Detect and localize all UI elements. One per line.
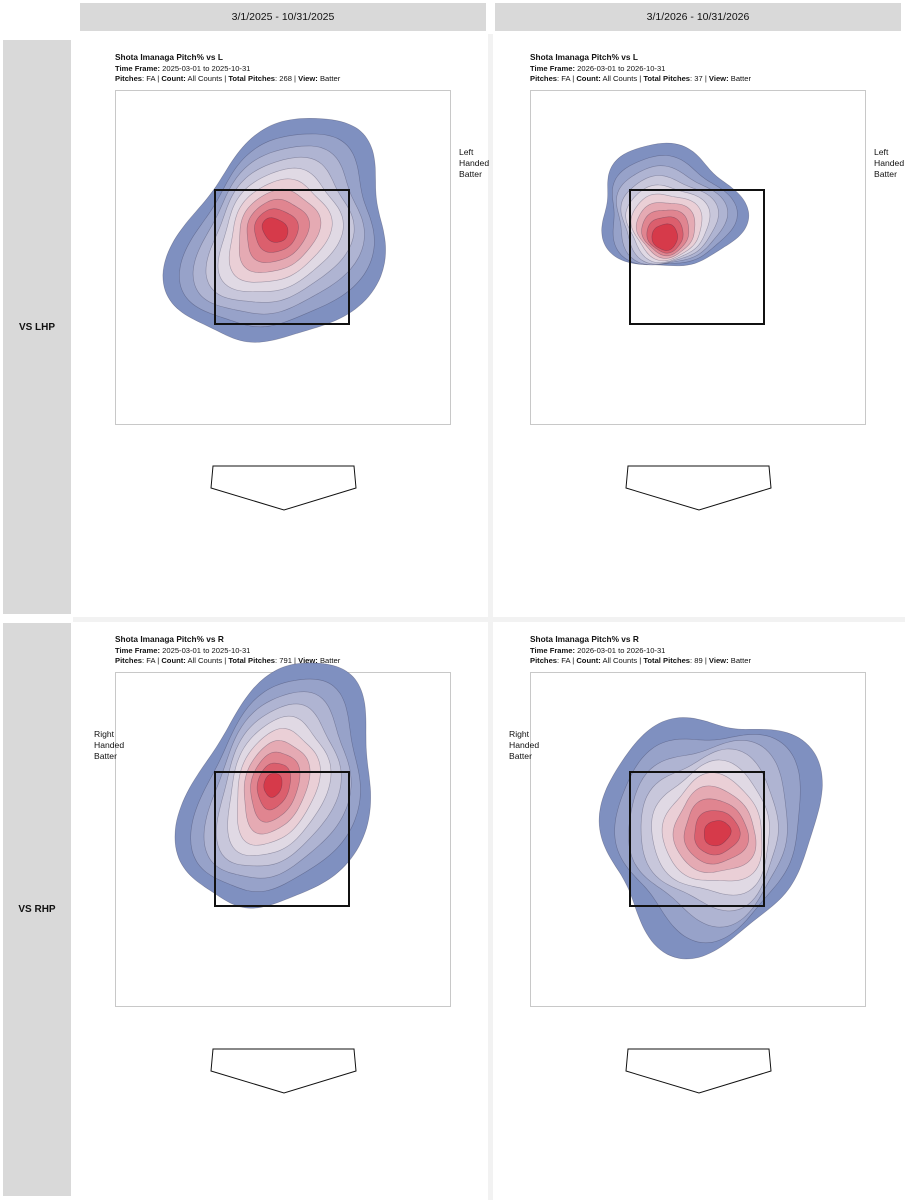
panel-lhp-2025: Shota Imanaga Pitch% vs L Time Frame: 20… <box>73 35 490 617</box>
view-label: View: <box>298 656 318 665</box>
row-header-vs-rhp: VS RHP <box>3 623 71 1196</box>
total-pitches-label: Total Pitches <box>643 656 691 665</box>
count-label: Count: <box>161 74 186 83</box>
time-frame-label: Time Frame: <box>530 64 576 73</box>
total-pitches-value: 37 <box>694 74 703 83</box>
view-value: Batter <box>319 656 341 665</box>
panel-title: Shota Imanaga Pitch% vs R <box>115 634 224 644</box>
batter-side-label: Left Handed Batter <box>459 147 490 179</box>
pitches-label: Pitches <box>530 74 558 83</box>
pitches-label: Pitches <box>530 656 558 665</box>
pitches-value: FA <box>561 74 571 83</box>
pitches-value: FA <box>561 656 571 665</box>
density-contour-9 <box>704 820 732 847</box>
pitch-info-line: Pitches: FA | Count: All Counts | Total … <box>115 656 341 665</box>
panel-title: Shota Imanaga Pitch% vs L <box>115 52 223 62</box>
panel-rhp-2026: Shota Imanaga Pitch% vs R Time Frame: 20… <box>493 622 905 1200</box>
home-plate-icon <box>625 1048 772 1094</box>
total-pitches-label: Total Pitches <box>643 74 691 83</box>
batter-side-label: Right Handed Batter <box>94 729 125 761</box>
strike-zone <box>629 189 765 325</box>
view-label: View: <box>708 74 729 83</box>
pitches-label: Pitches <box>115 74 143 83</box>
view-label: View: <box>298 74 318 83</box>
count-label: Count: <box>161 656 186 665</box>
batter-side-label: Left Handed Batter <box>874 147 905 179</box>
time-frame-label: Time Frame: <box>115 64 161 73</box>
home-plate-icon <box>210 465 357 511</box>
column-header-2025: 3/1/2025 - 10/31/2025 <box>80 3 486 31</box>
row-gutter <box>73 617 905 622</box>
pitch-info-line: Pitches: FA | Count: All Counts | Total … <box>530 74 752 83</box>
time-frame-value: 2025-03-01 to 2025-10-31 <box>162 64 251 73</box>
pitches-label: Pitches <box>115 656 143 665</box>
total-pitches-value: 89 <box>694 656 703 665</box>
column-header-2026: 3/1/2026 - 10/31/2026 <box>495 3 901 31</box>
view-value: Batter <box>730 74 752 83</box>
density-contour-9 <box>651 223 678 251</box>
total-pitches-label: Total Pitches <box>228 656 276 665</box>
pitch-info-line: Pitches: FA | Count: All Counts | Total … <box>530 656 752 665</box>
count-value: All Counts <box>187 74 223 83</box>
strike-zone <box>214 771 350 907</box>
panel-title: Shota Imanaga Pitch% vs L <box>530 52 638 62</box>
pitch-heatmap <box>601 142 765 325</box>
count-value: All Counts <box>602 74 638 83</box>
density-contour-9 <box>263 773 283 798</box>
time-frame-line: Time Frame: 2026-03-01 to 2026-10-31 <box>530 64 665 73</box>
time-frame-value: 2026-03-01 to 2026-10-31 <box>577 64 666 73</box>
time-frame-label: Time Frame: <box>115 646 161 655</box>
count-value: All Counts <box>602 656 638 665</box>
time-frame-value: 2025-03-01 to 2025-10-31 <box>162 646 251 655</box>
pitch-info-line: Pitches: FA | Count: All Counts | Total … <box>115 74 341 83</box>
view-label: View: <box>708 656 729 665</box>
time-frame-line: Time Frame: 2025-03-01 to 2025-10-31 <box>115 64 250 73</box>
pitches-value: FA <box>146 74 156 83</box>
strike-zone <box>629 771 765 907</box>
batter-side-label: Right Handed Batter <box>509 729 540 761</box>
count-value: All Counts <box>187 656 223 665</box>
pitch-heatmap <box>598 717 823 960</box>
panel-rhp-2025: Shota Imanaga Pitch% vs R Time Frame: 20… <box>73 622 488 1200</box>
count-label: Count: <box>576 656 601 665</box>
total-pitches-value: 268 <box>279 74 292 83</box>
view-value: Batter <box>319 74 341 83</box>
home-plate-icon <box>210 1048 357 1094</box>
time-frame-label: Time Frame: <box>530 646 576 655</box>
time-frame-line: Time Frame: 2025-03-01 to 2025-10-31 <box>115 646 250 655</box>
count-label: Count: <box>576 74 601 83</box>
home-plate-icon <box>625 465 772 511</box>
strike-zone <box>214 189 350 325</box>
pitch-heatmap <box>162 117 386 343</box>
density-contour-9 <box>261 217 289 243</box>
pitch-heatmap <box>174 662 371 909</box>
pitches-value: FA <box>146 656 156 665</box>
time-frame-value: 2026-03-01 to 2026-10-31 <box>577 646 666 655</box>
view-value: Batter <box>730 656 752 665</box>
panel-lhp-2026: Shota Imanaga Pitch% vs L Time Frame: 20… <box>493 35 905 617</box>
time-frame-line: Time Frame: 2026-03-01 to 2026-10-31 <box>530 646 665 655</box>
row-header-vs-lhp: VS LHP <box>3 40 71 614</box>
panel-title: Shota Imanaga Pitch% vs R <box>530 634 639 644</box>
total-pitches-value: 791 <box>279 656 292 665</box>
total-pitches-label: Total Pitches <box>228 74 276 83</box>
